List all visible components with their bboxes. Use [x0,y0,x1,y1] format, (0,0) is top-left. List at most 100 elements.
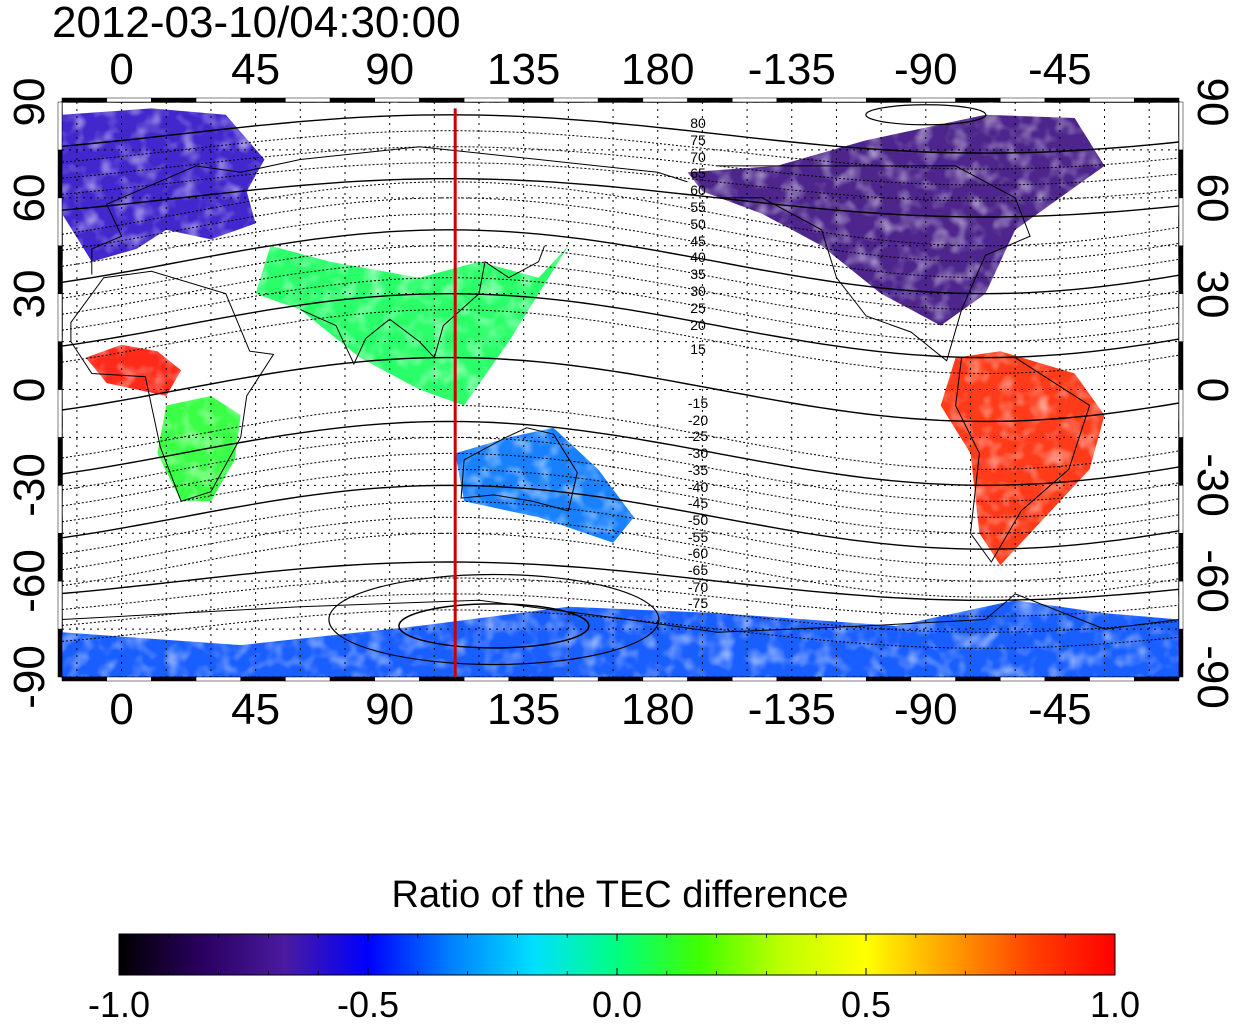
frame-tick-bar [285,97,331,103]
magnetic-latitude-label: -60 [687,545,709,562]
frame-tick-bar [642,97,688,103]
frame-tick-bar [1089,676,1135,682]
mlat-contour [62,146,1179,186]
map-grid [62,102,1179,677]
frame-tick-bar [463,676,510,682]
y-tick-label-left: -90 [5,645,54,709]
mlat-contour [62,500,1179,566]
frame-tick-bar [61,97,107,103]
magnetic-latitude-label: 75 [690,131,706,148]
frame-tick-bar [240,97,286,103]
colorbar-tick-label: -0.5 [336,984,400,1025]
y-tick-label-right: -60 [1188,549,1237,613]
frame-tick-bar [285,676,331,682]
colorbar-tick-label: 0.0 [591,984,643,1025]
magnetic-latitude-label: 60 [690,182,706,199]
mlat-contour [62,162,1179,202]
map-panel [57,97,1184,682]
colorbar [118,933,1116,976]
frame-tick-bar [419,676,465,682]
frame-tick-bar [1134,676,1180,682]
south-magnetic-pole-contour [398,603,590,649]
colorbar-tick-label: 0.5 [840,984,892,1025]
x-tick-label-bottom: 135 [486,685,561,734]
magnetic-latitude-label: -55 [687,528,709,545]
frame-tick-bar [1178,341,1184,390]
frame-tick-bar [1178,101,1184,151]
frame-tick-bar [642,676,688,682]
frame-tick-bar [1089,97,1135,103]
magnetic-latitude-label: -30 [687,445,709,462]
mlat-contour [62,356,1179,423]
frame-tick-bar [57,389,63,438]
x-tick-label-top: -90 [894,45,958,94]
coastline [62,593,1179,633]
magnetic-latitude-label: 55 [690,199,706,215]
magnetic-latitude-label: 40 [690,249,706,266]
magnetic-latitude-label: -75 [687,595,709,612]
frame-tick-bar [1178,197,1184,246]
frame-tick-bar [463,97,510,103]
frame-tick-bar [731,97,778,103]
magnetic-latitude-label: -15 [687,395,709,411]
x-tick-label-top: 45 [231,45,281,94]
north-magnetic-pole-contour [865,104,987,126]
mlat-contour [62,452,1179,518]
frame-tick-bar [865,676,912,682]
x-tick-label-top: -135 [747,45,836,94]
mlat-contour [62,213,1179,279]
y-tick-label-right: 90 [1188,77,1237,127]
frame-tick-bar [374,676,420,682]
frame-tick-bar [597,97,644,103]
y-tick-label-left: 60 [5,173,54,223]
x-tick-label-bottom: -135 [747,685,836,734]
colorbar-tick-label: 1.0 [1089,984,1141,1025]
frame-tick-bar [57,101,63,151]
frame-tick-bar [776,676,822,682]
frame-tick-bar [57,341,63,390]
magnetic-latitude-label: 15 [690,341,706,358]
south-magnetic-pole-contour [328,573,660,666]
frame-tick-bar [57,245,63,294]
x-tick-label-bottom: -90 [894,685,958,734]
frame-tick-bar [195,676,241,682]
frame-tick-bar [57,580,63,630]
mlat-contour [62,420,1179,487]
frame-tick-bar [687,676,733,682]
coastline [70,270,275,502]
magnetic-latitude-label: 35 [690,266,706,283]
frame-tick-bar [508,97,554,103]
x-tick-label-top: -45 [1028,45,1092,94]
frame-tick-bar [1178,485,1184,534]
frame-tick-bar [1178,580,1184,630]
mlat-contour [62,245,1179,311]
mlat-contour [62,309,1179,375]
x-tick-label-bottom: -45 [1028,685,1092,734]
y-tick-label-right: -90 [1188,645,1237,709]
frame-tick-bar [57,437,63,486]
frame-tick-bar [865,97,912,103]
frame-tick-bar [151,97,197,103]
frame-tick-bar [687,97,733,103]
y-tick-label-left: -60 [5,549,54,613]
magnetic-latitude-label: -45 [687,495,709,512]
x-tick-label-bottom: 90 [365,685,415,734]
frame-tick-bars [57,97,1184,682]
magnetic-latitude-label: 45 [690,232,706,249]
magnetic-latitude-label: 25 [690,299,706,316]
coastlines [62,146,1179,633]
frame-tick-bar [910,97,956,103]
x-tick-label-bottom: 0 [109,685,134,734]
frame-tick-bar [1044,97,1090,103]
mlat-contour [62,229,1179,295]
y-tick-label-right: 0 [1188,377,1237,402]
mlat-contour [62,577,1179,617]
coastline [460,427,578,512]
mlat-contour [62,114,1179,154]
frame-tick-bar [1000,97,1046,103]
mlat-contour [62,261,1179,327]
frame-tick-bar [955,676,1001,682]
frame-tick-bar [329,676,376,682]
frame-tick-bar [57,293,63,342]
